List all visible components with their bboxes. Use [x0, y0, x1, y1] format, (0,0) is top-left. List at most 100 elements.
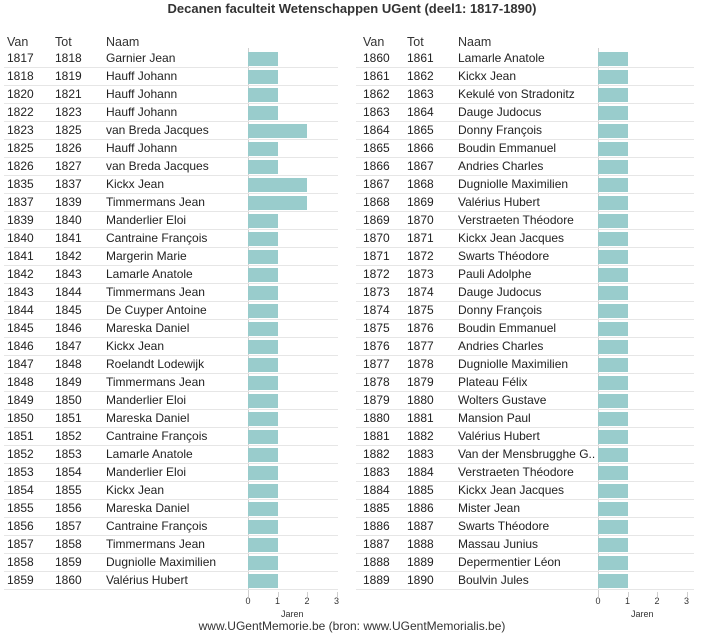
cell-tot: 1840 — [55, 213, 82, 227]
cell-van: 1887 — [363, 537, 390, 551]
table-row: 1884 1885 Kickx Jean Jacques — [356, 482, 694, 500]
cell-tot: 1872 — [407, 249, 434, 263]
cell-van: 1878 — [363, 375, 390, 389]
cell-naam: Pauli Adolphe — [458, 267, 532, 281]
cell-van: 1879 — [363, 393, 390, 407]
table-row: 1888 1889 Depermentier Léon — [356, 554, 694, 572]
duration-bar — [248, 358, 278, 372]
cell-naam: Margerin Marie — [106, 249, 187, 263]
cell-tot: 1860 — [55, 573, 82, 587]
cell-van: 1884 — [363, 483, 390, 497]
table-row: 1837 1839 Timmermans Jean — [4, 194, 338, 212]
duration-bar — [248, 466, 278, 480]
footer-credit: www.UGentMemorie.be (bron: www.UGentMemo… — [198, 619, 506, 633]
cell-tot: 1871 — [407, 231, 434, 245]
cell-van: 1880 — [363, 411, 390, 425]
cell-naam: Timmermans Jean — [106, 285, 205, 299]
x-tick-label: 0 — [245, 596, 251, 606]
duration-bar — [598, 376, 628, 390]
cell-naam: Lamarle Anatole — [106, 267, 193, 281]
cell-van: 1849 — [7, 393, 34, 407]
duration-bar — [248, 106, 278, 120]
duration-bar — [248, 70, 278, 84]
cell-tot: 1870 — [407, 213, 434, 227]
duration-bar — [598, 538, 628, 552]
table-row: 1853 1854 Manderlier Eloi — [4, 464, 338, 482]
table-row: 1855 1856 Mareska Daniel — [4, 500, 338, 518]
cell-naam: Valérius Hubert — [106, 573, 188, 587]
x-axis-label: Jaren — [630, 609, 654, 619]
table-row: 1818 1819 Hauff Johann — [4, 68, 338, 86]
cell-van: 1868 — [363, 195, 390, 209]
duration-bar — [248, 304, 278, 318]
cell-van: 1817 — [7, 51, 34, 65]
cell-van: 1855 — [7, 501, 34, 515]
table-row: 1826 1827 van Breda Jacques — [4, 158, 338, 176]
cell-tot: 1843 — [55, 267, 82, 281]
table-row: 1850 1851 Mareska Daniel — [4, 410, 338, 428]
cell-van: 1870 — [363, 231, 390, 245]
duration-bar — [248, 340, 278, 354]
cell-naam: Kickx Jean — [106, 483, 165, 497]
cell-van: 1844 — [7, 303, 34, 317]
cell-tot: 1823 — [55, 105, 82, 119]
column-header-tot: Tot — [55, 35, 72, 49]
axis-line-3 — [336, 592, 338, 597]
duration-bar — [598, 52, 628, 66]
cell-van: 1867 — [363, 177, 390, 191]
cell-van: 1850 — [7, 411, 34, 425]
table-row: 1873 1874 Dauge Judocus — [356, 284, 694, 302]
duration-bar — [598, 88, 628, 102]
table-row: 1851 1852 Cantraine François — [4, 428, 338, 446]
cell-tot: 1818 — [55, 51, 82, 65]
cell-van: 1853 — [7, 465, 34, 479]
table-row: 1841 1842 Margerin Marie — [4, 248, 338, 266]
cell-tot: 1851 — [55, 411, 82, 425]
cell-tot: 1882 — [407, 429, 434, 443]
cell-tot: 1867 — [407, 159, 434, 173]
cell-tot: 1874 — [407, 285, 434, 299]
cell-tot: 1881 — [407, 411, 434, 425]
cell-van: 1865 — [363, 141, 390, 155]
cell-tot: 1844 — [55, 285, 82, 299]
table-row: 1865 1866 Boudin Emmanuel — [356, 140, 694, 158]
axis-line-1 — [277, 592, 279, 597]
cell-van: 1852 — [7, 447, 34, 461]
duration-bar — [248, 52, 278, 66]
cell-tot: 1875 — [407, 303, 434, 317]
duration-bar — [598, 160, 628, 174]
cell-naam: Hauff Johann — [106, 69, 178, 83]
cell-tot: 1850 — [55, 393, 82, 407]
cell-van: 1863 — [363, 105, 390, 119]
cell-naam: Kickx Jean Jacques — [458, 231, 565, 245]
table-row: 1874 1875 Donny François — [356, 302, 694, 320]
table-row: 1876 1877 Andries Charles — [356, 338, 694, 356]
table-row: 1840 1841 Cantraine François — [4, 230, 338, 248]
cell-van: 1835 — [7, 177, 34, 191]
duration-bar — [598, 322, 628, 336]
table-row: 1825 1826 Hauff Johann — [4, 140, 338, 158]
column-header-van: Van — [363, 35, 385, 49]
cell-naam: Kickx Jean — [458, 69, 517, 83]
cell-tot: 1819 — [55, 69, 82, 83]
cell-naam: Timmermans Jean — [106, 537, 205, 551]
duration-bar — [248, 250, 278, 264]
chart-title: Decanen faculteit Wetenschappen UGent (d… — [167, 1, 537, 16]
duration-bar — [598, 70, 628, 84]
cell-van: 1846 — [7, 339, 34, 353]
table-row: 1859 1860 Valérius Hubert — [4, 572, 338, 590]
cell-naam: Mareska Daniel — [106, 321, 190, 335]
cell-tot: 1878 — [407, 357, 434, 371]
table-row: 1867 1868 Dugniolle Maximilien — [356, 176, 694, 194]
cell-tot: 1841 — [55, 231, 82, 245]
cell-naam: Mansion Paul — [458, 411, 531, 425]
cell-van: 1822 — [7, 105, 34, 119]
cell-naam: Mareska Daniel — [106, 501, 190, 515]
cell-van: 1856 — [7, 519, 34, 533]
cell-van: 1882 — [363, 447, 390, 461]
cell-van: 1851 — [7, 429, 34, 443]
cell-van: 1876 — [363, 339, 390, 353]
table-row: 1887 1888 Massau Junius — [356, 536, 694, 554]
cell-naam: Hauff Johann — [106, 141, 178, 155]
cell-van: 1818 — [7, 69, 34, 83]
